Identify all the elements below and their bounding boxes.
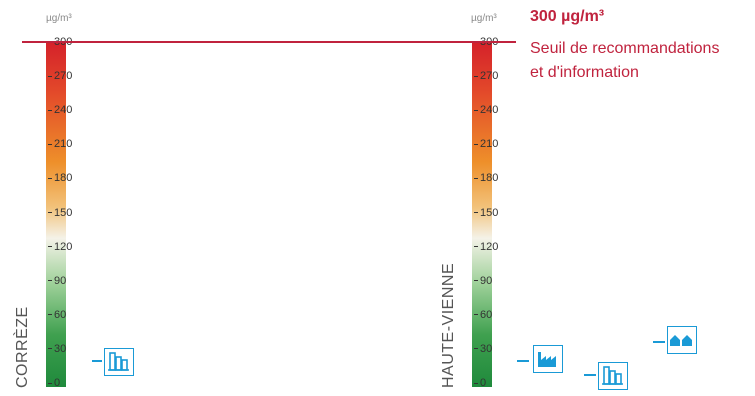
unit-label-correze: µg/m³ (46, 13, 72, 24)
tick-label-30: 30 (48, 343, 66, 355)
tick-label-30: 30 (474, 343, 492, 355)
tick-label-180: 180 (48, 172, 72, 184)
tick-label-90: 90 (48, 275, 66, 287)
threshold-value: 300 µg/m³ (530, 8, 605, 25)
region-label-haute-vienne: HAUTE-VIENNE (440, 262, 457, 388)
tick-label-90: 90 (474, 275, 492, 287)
tick-label-120: 120 (48, 241, 72, 253)
tick-label-120: 120 (474, 241, 498, 253)
unit-label-haute-vienne: µg/m³ (471, 13, 497, 24)
tick-label-270: 270 (474, 70, 498, 82)
urban-buildings-icon (104, 348, 134, 376)
tick-label-0: 0 (474, 377, 486, 389)
threshold-description-line2: et d'information (530, 64, 639, 81)
tick-label-210: 210 (474, 138, 498, 150)
tick-label-270: 270 (48, 70, 72, 82)
tick-label-150: 150 (474, 207, 498, 219)
marker-pointer (517, 360, 529, 363)
urban-buildings-icon (598, 362, 628, 390)
tick-label-240: 240 (474, 104, 498, 116)
region-label-correze: CORRÈZE (14, 306, 31, 388)
threshold-description-line1: Seuil de recommandations (530, 40, 720, 57)
threshold-description: Seuil de recommandations et d'informatio… (530, 37, 719, 85)
marker-pointer (653, 340, 665, 343)
industrial-factory-icon (533, 345, 563, 373)
tick-label-150: 150 (48, 207, 72, 219)
threshold-line (22, 41, 516, 43)
tick-label-240: 240 (48, 104, 72, 116)
rural-houses-icon (667, 326, 697, 354)
tick-label-60: 60 (48, 309, 66, 321)
tick-label-180: 180 (474, 172, 498, 184)
marker-pointer (92, 360, 102, 363)
tick-label-0: 0 (48, 377, 60, 389)
marker-pointer (584, 373, 596, 376)
tick-label-210: 210 (48, 138, 72, 150)
tick-label-60: 60 (474, 309, 492, 321)
